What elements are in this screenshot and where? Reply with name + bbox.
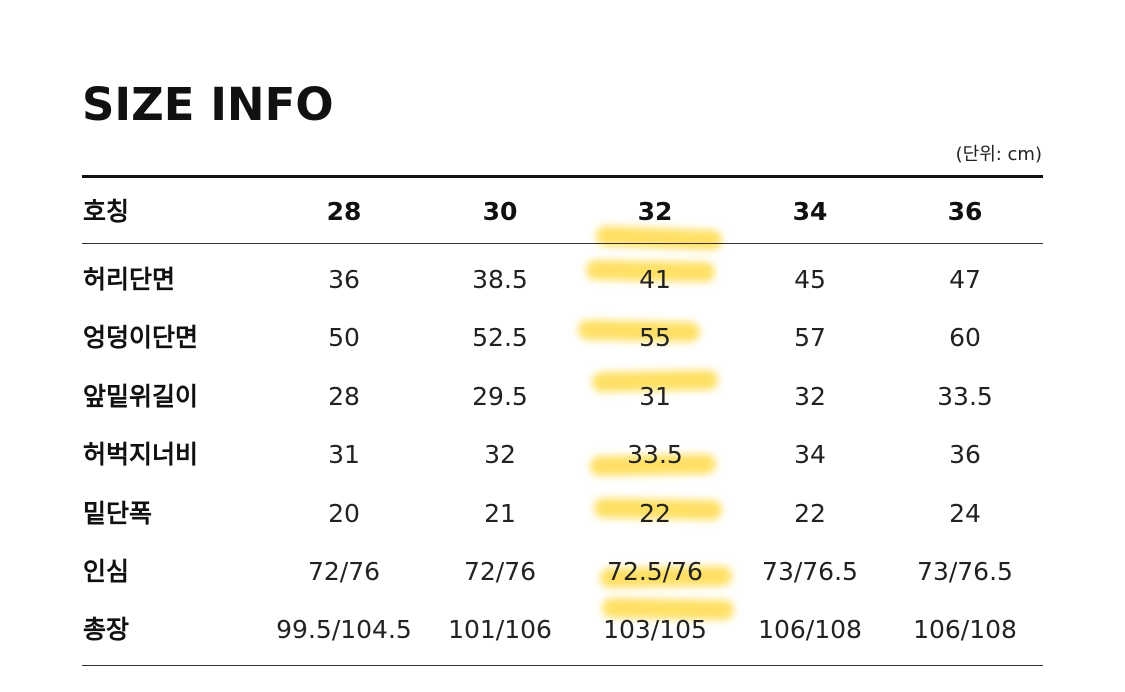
row-label: 총장 [83, 615, 130, 644]
size-header-30: 30 [482, 197, 518, 226]
cell-size-36: 47 [949, 265, 981, 294]
row-label: 허벅지너비 [83, 440, 199, 469]
cell-size-30: 101/106 [448, 615, 552, 644]
cell-size-36: 60 [949, 323, 981, 352]
cell-size-32: 31 [639, 382, 671, 411]
table-row: 밑단폭 20 21 22 22 24 [82, 494, 1043, 534]
cell-size-30: 29.5 [472, 382, 528, 411]
cell-size-30: 38.5 [472, 265, 528, 294]
size-header-28: 28 [326, 197, 362, 226]
header-label: 호칭 [83, 197, 130, 226]
cell-size-34: 45 [794, 265, 826, 294]
cell-size-28: 99.5/104.5 [276, 615, 412, 644]
highlight-stroke [596, 226, 722, 250]
cell-size-28: 72/76 [307, 557, 381, 586]
cell-size-30: 72/76 [463, 557, 537, 586]
table-row: 허벅지너비 31 32 33.5 34 36 [82, 435, 1043, 475]
row-label: 허리단면 [83, 265, 176, 294]
cell-size-36: 36 [949, 440, 981, 469]
size-header-36: 36 [947, 197, 983, 226]
table-row: 앞밑위길이 28 29.5 31 32 33.5 [82, 377, 1043, 417]
cell-size-32: 55 [639, 323, 671, 352]
cell-size-32: 103/105 [603, 615, 707, 644]
table-header-row: 호칭 28 30 32 34 36 [82, 192, 1043, 232]
cell-size-30: 52.5 [472, 323, 528, 352]
cell-size-36: 33.5 [937, 382, 993, 411]
cell-size-34: 32 [794, 382, 826, 411]
row-label: 인심 [83, 557, 130, 586]
size-header-32: 32 [637, 197, 673, 226]
unit-note: (단위: cm) [955, 144, 1042, 165]
table-row: 총장 99.5/104.5 101/106 103/105 106/108 106/108 [82, 610, 1043, 650]
table-top-divider [82, 175, 1043, 178]
size-header-34: 34 [792, 197, 828, 226]
cell-size-34: 73/76.5 [762, 557, 858, 586]
cell-size-32: 33.5 [627, 440, 683, 469]
page-title: SIZE INFO [82, 78, 334, 131]
table-bottom-divider [82, 665, 1043, 666]
cell-size-36: 73/76.5 [917, 557, 1013, 586]
row-label: 엉덩이단면 [83, 323, 199, 352]
table-row: 인심 72/76 72/76 72.5/76 73/76.5 73/76.5 [82, 552, 1043, 592]
cell-size-28: 28 [328, 382, 360, 411]
cell-size-28: 20 [328, 499, 360, 528]
cell-size-36: 24 [949, 499, 981, 528]
cell-size-30: 21 [484, 499, 516, 528]
row-label: 앞밑위길이 [83, 382, 199, 411]
cell-size-28: 36 [328, 265, 360, 294]
table-row: 엉덩이단면 50 52.5 55 57 60 [82, 318, 1043, 358]
cell-size-36: 106/108 [913, 615, 1017, 644]
row-label: 밑단폭 [83, 499, 153, 528]
header-divider [82, 243, 1043, 244]
cell-size-28: 31 [328, 440, 360, 469]
cell-size-32: 22 [639, 499, 671, 528]
cell-size-28: 50 [328, 323, 360, 352]
cell-size-34: 57 [794, 323, 826, 352]
cell-size-34: 34 [794, 440, 826, 469]
cell-size-30: 32 [484, 440, 516, 469]
cell-size-34: 22 [794, 499, 826, 528]
cell-size-32: 72.5/76 [607, 557, 703, 586]
cell-size-32: 41 [639, 265, 671, 294]
table-row: 허리단면 36 38.5 41 45 47 [82, 260, 1043, 300]
cell-size-34: 106/108 [758, 615, 862, 644]
